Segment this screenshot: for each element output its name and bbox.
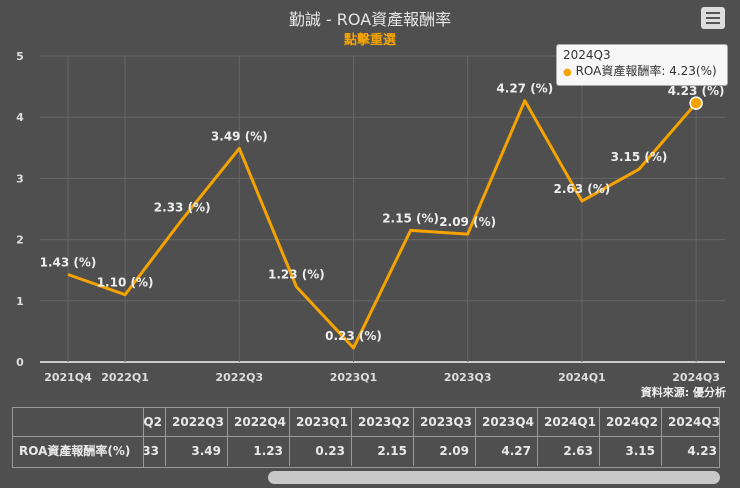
table-header-cell: 2022Q2	[144, 408, 165, 437]
table-header-blank	[13, 408, 143, 437]
data-point[interactable]	[179, 216, 185, 222]
table-header-cell: 2024Q3	[662, 408, 720, 437]
table-cell: 0.23	[315, 444, 345, 458]
table-column: 2023Q1 0.23	[290, 408, 352, 466]
data-label: 2.09 (%)	[439, 215, 496, 229]
table-column: 2023Q2 2.15	[352, 408, 414, 466]
table-header-cell: 2023Q2	[352, 408, 413, 437]
table-cell: 2.09	[439, 444, 469, 458]
x-tick-label: 2021Q4	[44, 371, 92, 384]
tooltip: 2024Q3 ● ROA資產報酬率: 4.23(%)	[556, 44, 728, 86]
chart-title: 勤誠 - ROA資產報酬率	[288, 10, 452, 29]
table-cell: 2.63	[563, 444, 593, 458]
series-dot-icon: ●	[563, 67, 572, 78]
x-tick-label: 2024Q3	[672, 371, 720, 384]
x-tick-label: 2024Q1	[558, 371, 606, 384]
table-column: 2022Q2 2.33	[144, 408, 166, 466]
y-tick-label: 5	[16, 50, 24, 63]
data-table: ROA資產報酬率(%) 2021Q41.432022Q11.102022Q22.…	[12, 407, 720, 468]
table-cell: 2.15	[377, 444, 407, 458]
table-cell: 4.23	[687, 444, 717, 458]
data-label: 1.23 (%)	[268, 268, 325, 282]
table-cell: 4.27	[501, 444, 531, 458]
reselect-link[interactable]: 點擊重選	[343, 33, 396, 48]
y-tick-label: 2	[16, 234, 24, 247]
data-label: 2.63 (%)	[554, 182, 611, 196]
tooltip-category: 2024Q3	[563, 48, 611, 62]
table-header-cell: 2024Q1	[538, 408, 599, 437]
data-point[interactable]	[351, 345, 357, 351]
series-line	[67, 99, 698, 350]
y-tick-label: 1	[16, 295, 24, 308]
y-tick-label: 4	[16, 111, 24, 124]
x-tick-label: 2023Q1	[330, 371, 378, 384]
x-tick-label: 2022Q3	[215, 371, 263, 384]
data-label: 0.23 (%)	[325, 329, 382, 343]
data-label: 2.15 (%)	[382, 211, 439, 225]
table-column: 2022Q3 3.49	[166, 408, 228, 466]
data-label: 1.43 (%)	[40, 255, 97, 269]
table-cell: 3.49	[191, 444, 221, 458]
table-column: 2023Q4 4.27	[476, 408, 538, 466]
table-header-cell: 2023Q3	[414, 408, 475, 437]
data-label: 3.15 (%)	[611, 150, 668, 164]
data-point[interactable]	[636, 166, 642, 172]
data-point[interactable]	[65, 271, 71, 277]
table-header-cell: 2022Q3	[166, 408, 227, 437]
table-cell: 2.33	[144, 444, 159, 458]
y-tick-label: 3	[16, 172, 24, 185]
data-label: 1.10 (%)	[97, 276, 154, 290]
x-tick-label: 2022Q1	[101, 371, 149, 384]
table-column: 2024Q1 2.63	[538, 408, 600, 466]
table-column: 2023Q3 2.09	[414, 408, 476, 466]
table-column: 2024Q3 4.23	[662, 408, 720, 466]
data-source: 資料來源: 優分析	[640, 386, 726, 399]
table-row-label: ROA資產報酬率(%)	[19, 444, 131, 458]
table-scrollbar[interactable]	[268, 471, 720, 484]
table-header-cell: 2023Q1	[290, 408, 351, 437]
table-column: 2022Q4 1.23	[228, 408, 290, 466]
table-cell: 1.23	[253, 444, 283, 458]
data-point[interactable]	[689, 96, 703, 110]
y-tick-label: 0	[16, 356, 24, 369]
data-point[interactable]	[293, 284, 299, 290]
hamburger-menu-icon[interactable]	[701, 7, 725, 29]
table-header-cell: 2023Q4	[476, 408, 537, 437]
table-header-cell: 2022Q4	[228, 408, 289, 437]
x-tick-label: 2023Q3	[444, 371, 492, 384]
data-point[interactable]	[408, 227, 414, 233]
data-label: 3.49 (%)	[211, 129, 268, 143]
data-label: 4.27 (%)	[496, 82, 553, 96]
table-header-cell: 2024Q2	[600, 408, 661, 437]
data-point[interactable]	[579, 198, 585, 204]
data-label: 4.23 (%)	[668, 84, 725, 98]
tooltip-value: ROA資產報酬率: 4.23(%)	[575, 64, 717, 78]
table-column: 2024Q2 3.15	[600, 408, 662, 466]
table-cell: 3.15	[625, 444, 655, 458]
data-label: 2.33 (%)	[154, 200, 211, 214]
data-point[interactable]	[522, 98, 528, 104]
data-point[interactable]	[465, 231, 471, 237]
data-point[interactable]	[236, 145, 242, 151]
data-point[interactable]	[122, 292, 128, 298]
